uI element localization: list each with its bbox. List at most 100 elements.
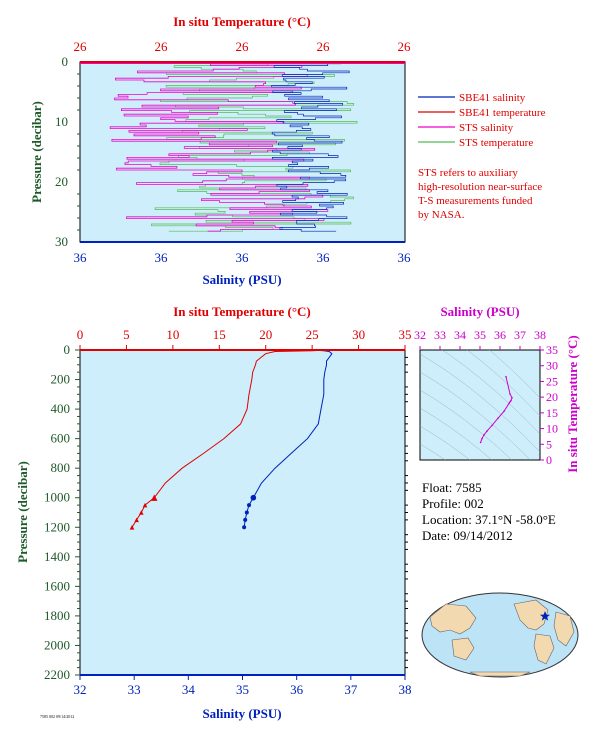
ts-temp-tick-label: 0	[546, 453, 552, 467]
salinity-point	[244, 510, 249, 515]
ts-density-contours	[420, 350, 540, 560]
top-pressure-axis-title: Pressure (decibar)	[29, 101, 44, 203]
main-sal-tick-label: 32	[74, 682, 87, 697]
main-pressure-tick-label: 400	[51, 401, 71, 416]
main-pressure-tick-label: 600	[51, 431, 71, 446]
ts-point	[497, 417, 499, 420]
main-sal-axis-title: Salinity (PSU)	[202, 706, 281, 721]
top-sal-tick: 36	[398, 250, 412, 265]
ts-trace	[479, 375, 513, 444]
main-pressure-tick-label: 1600	[44, 578, 70, 593]
top-sal-ticks: 36 36 36 36 36	[74, 250, 412, 265]
main-pressure-ticks: 0 200 400 600 800 1000 1200 1400 1600 1800 2000 220…	[44, 342, 408, 682]
ts-sal-tick-label: 36	[494, 328, 506, 342]
ts-temp-tick-label: 35	[546, 343, 558, 357]
date: Date: 09/14/2012	[422, 528, 513, 543]
salinity-point	[250, 494, 257, 501]
main-temp-tick-label: 25	[306, 327, 319, 342]
ts-temp-tick-label: 15	[546, 406, 558, 420]
legend-label-sbe41-salinity: SBE41 salinity	[459, 92, 526, 104]
main-pressure-tick-label: 1800	[44, 608, 70, 623]
main-sal-tick-label: 33	[128, 682, 141, 697]
main-temp-tick-label: 35	[399, 327, 412, 342]
main-temp-ticks: 0 5 10 15 20 25 30 35	[77, 327, 412, 350]
legend-label-sts-temperature: STS temperature	[459, 137, 533, 149]
footer-small-label: 7585 002 09/14/2012	[40, 714, 74, 719]
top-temp-tick: 26	[74, 39, 88, 54]
float-id: Float: 7585	[422, 480, 482, 495]
main-temp-tick-label: 30	[352, 327, 365, 342]
ts-sal-tick-label: 32	[414, 328, 426, 342]
temperature-profile-line	[131, 349, 327, 528]
main-pressure-tick-label: 1400	[44, 549, 70, 564]
legend-label-sts-salinity: STS salinity	[459, 122, 514, 134]
top-temp-tick: 26	[155, 39, 169, 54]
ts-temp-tick-label: 30	[546, 359, 558, 373]
ts-point	[481, 437, 483, 440]
salinity-profile-line	[243, 349, 333, 528]
ts-sal-tick-label: 35	[474, 328, 486, 342]
top-sal-tick: 36	[155, 250, 169, 265]
top-pressure-tick: 10	[55, 114, 68, 129]
ts-sal-ticks: 32 33 34 35 36 37 38	[414, 328, 546, 350]
top-temp-axis-title: In situ Temperature (°C)	[173, 14, 311, 29]
salinity-point	[247, 503, 251, 508]
main-sal-tick-label: 37	[344, 682, 358, 697]
main-sal-tick-label: 35	[236, 682, 249, 697]
top-sal-tick: 36	[236, 250, 250, 265]
ts-point	[503, 410, 505, 413]
world-map	[421, 592, 579, 678]
location: Location: 37.1°N -58.0°E	[422, 512, 556, 527]
ts-density-contour	[420, 425, 471, 460]
main-pressure-tick-label: 0	[64, 342, 71, 357]
map-land-north-america	[513, 599, 549, 631]
ts-panel: Salinity (PSU) 32 33 34 35 36 37 38 0 510 15 20 25…	[414, 304, 580, 560]
main-temp-tick-label: 10	[166, 327, 179, 342]
main-traces	[129, 349, 333, 530]
main-plot-area	[79, 349, 406, 676]
main-sal-ticks: 32 33 34 35 36 37 38	[74, 675, 412, 697]
ts-plot-area	[419, 349, 541, 461]
top-sal-tick: 36	[317, 250, 331, 265]
main-sal-tick-label: 36	[290, 682, 304, 697]
salinity-point	[242, 525, 247, 530]
ts-density-contour	[420, 371, 531, 460]
ts-density-contour	[420, 389, 513, 460]
ts-point	[511, 396, 513, 399]
float-location-marker	[540, 611, 550, 621]
main-sal-tick-label: 38	[399, 682, 412, 697]
ts-temp-tick-label: 20	[546, 390, 558, 404]
ts-density-contour	[420, 407, 493, 460]
ts-density-contour	[441, 350, 540, 435]
ts-point	[508, 402, 510, 405]
top-pressure-ticks: 0 10 20 30	[55, 54, 68, 249]
sbe41-salinity-trace	[271, 62, 350, 232]
ts-density-contour	[420, 462, 540, 560]
sts-note: STS refers to auxiliary high-resolution …	[418, 167, 542, 221]
top-temp-tick: 26	[398, 39, 412, 54]
main-pressure-tick-label: 2000	[44, 637, 70, 652]
ts-point	[491, 424, 493, 427]
top-temp-ticks: 26 26 26 26 26	[74, 39, 412, 54]
ts-sal-tick-label: 38	[534, 328, 546, 342]
top-sal-axis-title: Salinity (PSU)	[202, 272, 281, 287]
map-land-antarctica	[469, 671, 531, 677]
float-info: Float: 7585 Profile: 002 Location: 37.1°…	[422, 480, 556, 543]
main-pressure-tick-label: 800	[51, 460, 71, 475]
ts-temp-tick-label: 5	[546, 437, 552, 451]
sts-note-line: T-S measurements funded	[418, 195, 533, 207]
ts-density-contour	[489, 350, 540, 399]
ts-sal-tick-label: 34	[454, 328, 466, 342]
ts-density-contour	[467, 350, 540, 417]
main-temp-tick-label: 20	[259, 327, 272, 342]
ts-sal-tick-label: 33	[434, 328, 446, 342]
map-land-south-america	[533, 633, 555, 665]
main-pressure-tick-label: 1200	[44, 519, 70, 534]
temperature-point	[134, 517, 139, 523]
salinity-point	[243, 517, 248, 522]
ts-temp-tick-label: 25	[546, 374, 558, 388]
sts-note-line: STS refers to auxiliary	[418, 167, 518, 179]
main-temp-tick-label: 0	[77, 327, 84, 342]
